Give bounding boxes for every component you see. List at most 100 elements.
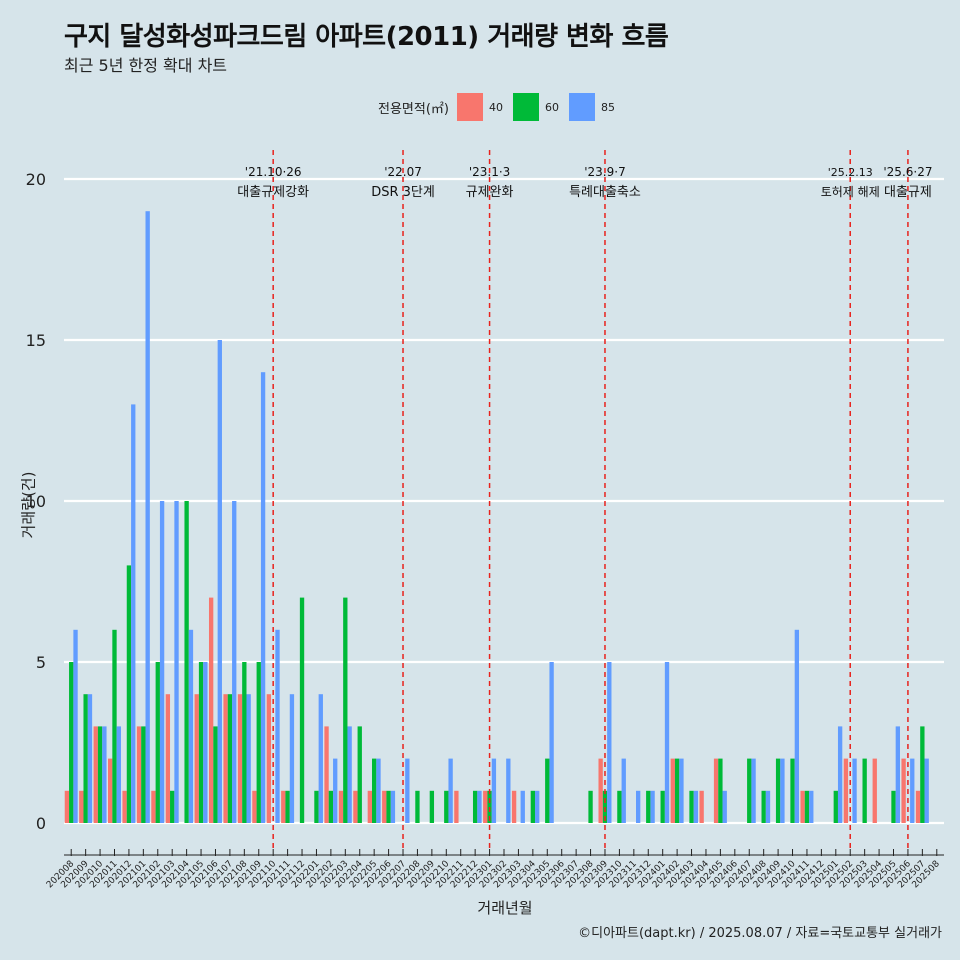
- legend-label-40: 40: [488, 100, 503, 114]
- bar: [237, 694, 243, 823]
- bar: [213, 726, 218, 823]
- legend: 전용면적(㎡) 40 60 85: [378, 92, 625, 122]
- bar: [775, 758, 781, 823]
- bar: [194, 694, 199, 823]
- bar: [693, 790, 699, 823]
- bar: [151, 790, 156, 823]
- bar: [699, 790, 704, 823]
- legend-swatch-85: [568, 93, 595, 121]
- bar: [617, 790, 622, 823]
- chart-subtitle: 최근 5년 한정 확대 차트: [64, 56, 228, 75]
- bar: [116, 726, 121, 823]
- legend-item-85: 85: [568, 93, 619, 121]
- y-tick-label: 20: [26, 170, 46, 189]
- bar: [93, 726, 98, 823]
- bar: [73, 629, 78, 823]
- bar: [198, 662, 204, 823]
- event-label: 토허제 해제: [821, 185, 880, 199]
- bar: [386, 790, 391, 823]
- bar: [915, 790, 921, 823]
- bar: [477, 790, 482, 823]
- legend-item-60: 60: [512, 93, 563, 121]
- y-tick-label: 0: [36, 814, 46, 833]
- bar: [549, 662, 554, 823]
- bar: [83, 694, 88, 823]
- bar: [69, 662, 74, 823]
- event-date: '23.1·3: [469, 165, 510, 179]
- bar: [924, 758, 929, 823]
- bar: [670, 758, 675, 823]
- bar: [184, 501, 189, 823]
- legend-swatch-40: [456, 93, 483, 121]
- bar: [367, 790, 372, 823]
- bar: [790, 758, 795, 823]
- bar: [102, 726, 107, 823]
- bar: [718, 758, 723, 823]
- bar: [636, 790, 641, 823]
- bar: [87, 694, 93, 823]
- y-tick-label: 10: [26, 492, 46, 511]
- event-label: DSR 3단계: [371, 185, 435, 200]
- bar: [357, 726, 362, 823]
- bar: [208, 597, 214, 823]
- bar: [511, 790, 517, 823]
- bar: [203, 662, 208, 823]
- bar: [794, 629, 800, 823]
- bar: [64, 790, 70, 823]
- bar: [602, 790, 608, 823]
- bar: [872, 758, 877, 823]
- bar: [454, 790, 459, 823]
- bar: [318, 694, 323, 823]
- bar: [372, 758, 377, 823]
- bar: [122, 790, 127, 823]
- bar: [314, 790, 319, 823]
- bar: [223, 694, 228, 823]
- bar: [621, 758, 626, 823]
- bar: [646, 790, 651, 823]
- bar: [266, 694, 272, 823]
- bar: [713, 758, 719, 823]
- bar: [260, 372, 266, 823]
- bar: [804, 790, 810, 823]
- bar: [324, 726, 329, 823]
- bar: [217, 340, 222, 823]
- bar: [97, 726, 103, 823]
- bar: [108, 758, 113, 823]
- event-date: '25.2.13: [828, 166, 873, 179]
- bar: [382, 790, 387, 823]
- bar: [800, 790, 805, 823]
- bar: [256, 662, 261, 823]
- legend-title: 전용면적(㎡): [378, 101, 449, 117]
- bar: [895, 726, 900, 823]
- bar: [664, 662, 670, 823]
- bar: [242, 662, 247, 823]
- bar: [862, 758, 867, 823]
- bar: [920, 726, 925, 823]
- x-axis-label: 거래년월: [477, 899, 533, 917]
- event-date: '23.9·7: [584, 165, 625, 179]
- bar: [289, 694, 295, 823]
- bar: [530, 790, 536, 823]
- bar: [765, 790, 771, 823]
- legend-label-85: 85: [600, 100, 615, 114]
- bar: [520, 790, 525, 823]
- bar: [252, 790, 257, 823]
- bar: [281, 790, 286, 823]
- event-label: 대출규제: [884, 185, 932, 200]
- bar: [910, 758, 915, 823]
- bar: [79, 790, 84, 823]
- bar: [227, 694, 233, 823]
- bar: [405, 758, 410, 823]
- legend-swatch-60: [512, 93, 539, 121]
- bar: [780, 758, 785, 823]
- bar: [588, 790, 593, 823]
- bar: [487, 790, 492, 823]
- bar: [174, 501, 179, 823]
- bar: [506, 758, 511, 823]
- bar: [188, 629, 194, 823]
- bar: [901, 758, 906, 823]
- bar: [145, 211, 150, 823]
- bar: [429, 790, 435, 823]
- bar: [535, 790, 540, 823]
- y-tick-label: 15: [26, 331, 46, 350]
